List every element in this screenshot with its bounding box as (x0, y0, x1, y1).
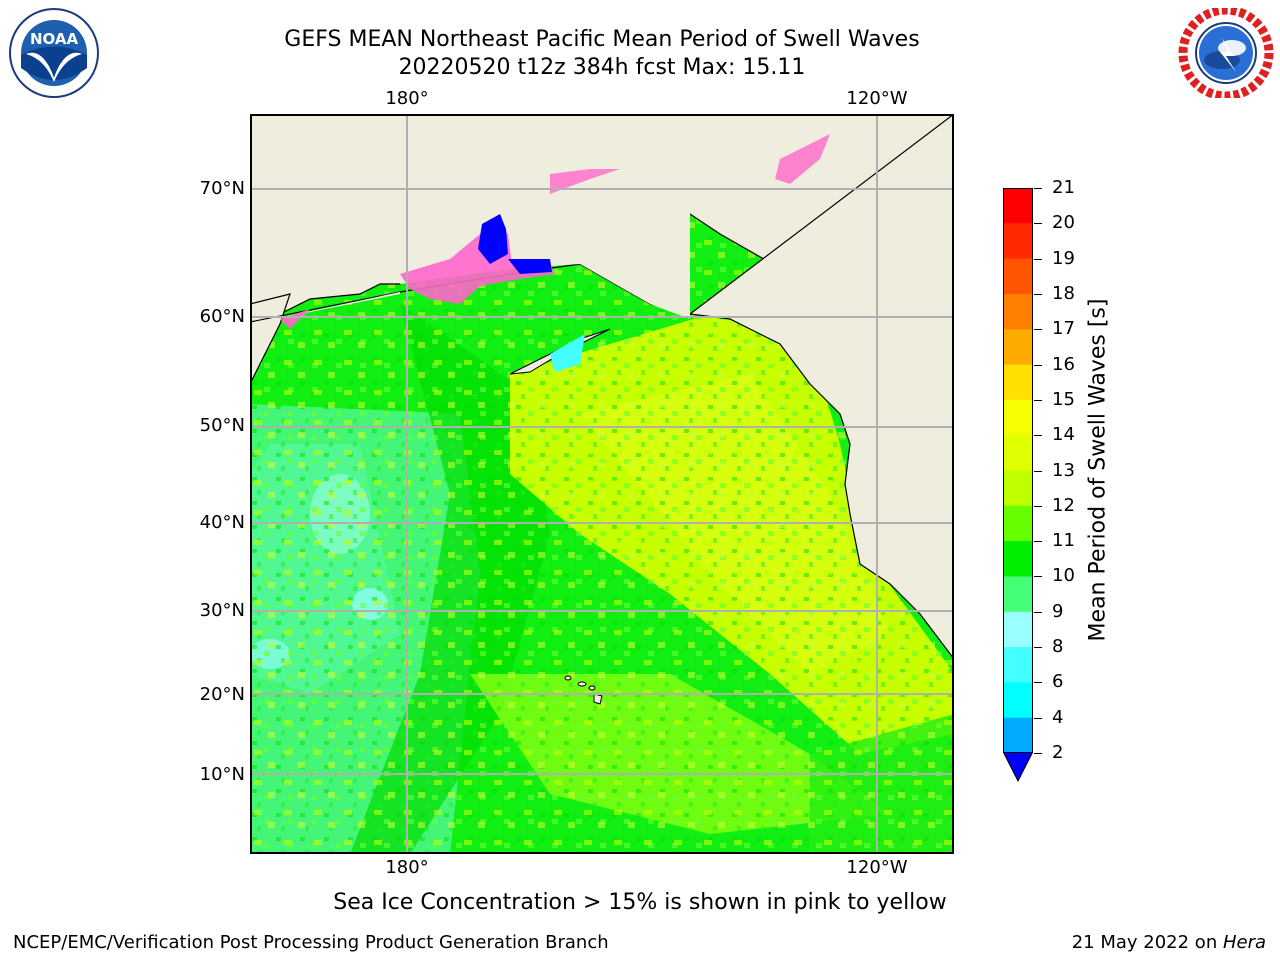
colorbar-segment (1003, 647, 1033, 683)
footer-host: Hera (1222, 932, 1266, 953)
colorbar-tick-label: 12 (1052, 494, 1075, 516)
colorbar-tick-label: 8 (1052, 636, 1064, 658)
colorbar-segment (1003, 188, 1033, 224)
colorbar-tick-label: 11 (1052, 530, 1075, 552)
colorbar-tick (1034, 470, 1042, 472)
colorbar-tick-label: 21 (1052, 177, 1075, 198)
colorbar-segment (1003, 611, 1033, 648)
colorbar-tick-label: 15 (1052, 388, 1075, 410)
colorbar-tick (1034, 399, 1042, 401)
lon-label-bottom-120w: 120°W (846, 857, 908, 878)
colorbar-segment (1003, 293, 1033, 330)
colorbar-tick-label: 9 (1052, 600, 1064, 622)
colorbar-tick (1034, 293, 1042, 295)
colorbar-segment (1003, 223, 1033, 260)
colorbar-segment (1003, 258, 1033, 295)
colorbar-tick-label: 4 (1052, 706, 1064, 728)
lon-label-top-120w: 120°W (846, 88, 908, 109)
colorbar-segment (1003, 470, 1033, 507)
nws-logo (1178, 5, 1274, 101)
colorbar-tick-label: 17 (1052, 318, 1075, 340)
colorbar-tick-label: 13 (1052, 459, 1075, 481)
colorbar-tick (1034, 717, 1042, 719)
lat-label-20: 20°N (199, 684, 245, 705)
colorbar-tick-label: 6 (1052, 671, 1064, 693)
colorbar-label: Mean Period of Swell Waves [s] (1085, 298, 1111, 642)
colorbar-extend-min (1003, 752, 1033, 782)
lat-label-30: 30°N (199, 600, 245, 621)
colorbar-segment (1003, 364, 1033, 401)
chart-subtitle: 20220520 t12z 384h fcst Max: 15.11 (398, 55, 806, 80)
colorbar-segment (1003, 435, 1033, 472)
sea-ice-note: Sea Ice Concentration > 15% is shown in … (333, 890, 947, 915)
colorbar-tick (1034, 611, 1042, 613)
colorbar-tick-label: 18 (1052, 282, 1075, 304)
colorbar-segment (1003, 505, 1033, 542)
colorbar-tick (1034, 435, 1042, 437)
noaa-logo-text: NOAA (30, 30, 79, 48)
colorbar-tick-label: 10 (1052, 565, 1075, 587)
footer-date-text: 21 May 2022 on (1071, 932, 1223, 953)
map-panel (250, 114, 954, 854)
colorbar-tick (1034, 541, 1042, 543)
chart-title: GEFS MEAN Northeast Pacific Mean Period … (284, 27, 920, 52)
colorbar-tick (1034, 188, 1042, 189)
colorbar-tick (1034, 682, 1042, 684)
footer-credit: NCEP/EMC/Verification Post Processing Pr… (13, 932, 609, 953)
colorbar-segment (1003, 576, 1033, 613)
lon-label-top-180: 180° (385, 88, 429, 109)
colorbar-tick (1034, 364, 1042, 366)
colorbar-segment (1003, 717, 1033, 753)
map-canvas (250, 114, 954, 854)
colorbar-segment (1003, 682, 1033, 719)
lat-label-40: 40°N (199, 512, 245, 533)
colorbar (1003, 188, 1033, 753)
colorbar-tick-label: 14 (1052, 424, 1075, 446)
colorbar-tick (1034, 329, 1042, 331)
lat-label-10: 10°N (199, 764, 245, 785)
noaa-logo: NOAA (6, 8, 102, 98)
colorbar-tick-label: 19 (1052, 247, 1075, 269)
colorbar-tick (1034, 576, 1042, 578)
colorbar-tick (1034, 223, 1042, 225)
colorbar-segment (1003, 329, 1033, 366)
colorbar-segment (1003, 399, 1033, 436)
colorbar-tick-label: 16 (1052, 353, 1075, 375)
colorbar-tick-label: 20 (1052, 212, 1075, 234)
colorbar-tick (1034, 505, 1042, 507)
colorbar-tick (1034, 753, 1042, 754)
colorbar-tick (1034, 647, 1042, 649)
footer-date: 21 May 2022 on Hera (1072, 932, 1266, 953)
colorbar-tick (1034, 258, 1042, 260)
lat-label-50: 50°N (199, 415, 245, 436)
lat-label-70: 70°N (199, 178, 245, 199)
colorbar-tick-label: 2 (1052, 742, 1064, 763)
lat-label-60: 60°N (199, 306, 245, 327)
colorbar-segment (1003, 541, 1033, 578)
lon-label-bottom-180: 180° (385, 857, 429, 878)
